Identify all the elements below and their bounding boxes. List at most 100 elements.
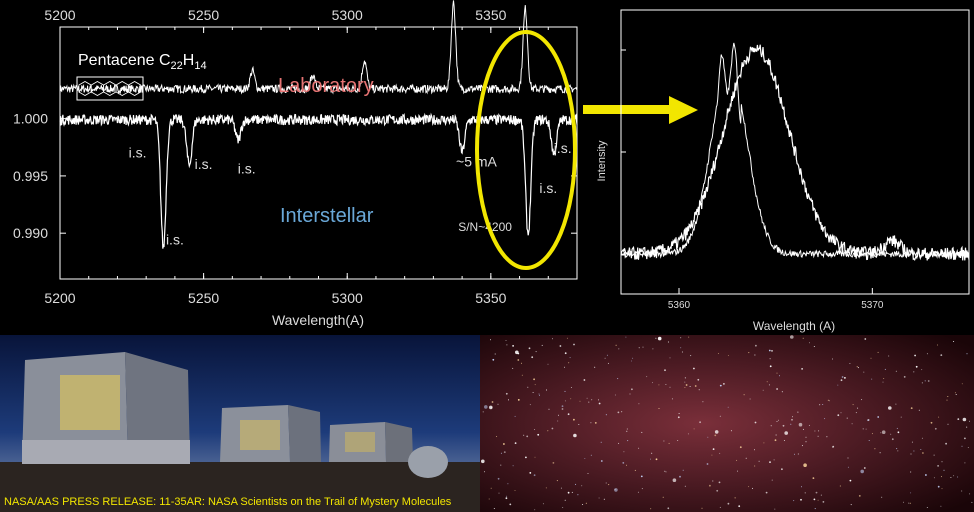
star: [766, 381, 768, 383]
star: [947, 396, 949, 397]
star: [856, 366, 858, 368]
star: [966, 353, 968, 355]
star: [790, 423, 792, 425]
star: [818, 430, 820, 432]
main-annotation: i.s.: [238, 161, 256, 177]
star: [941, 488, 943, 490]
star: [496, 436, 498, 437]
star: [617, 378, 619, 380]
star: [598, 497, 600, 499]
main-xtick-label-bottom: 5200: [44, 290, 75, 306]
star: [631, 388, 633, 391]
star: [896, 427, 898, 429]
star: [604, 357, 606, 359]
star: [915, 365, 918, 368]
star: [712, 480, 714, 482]
star: [492, 358, 495, 361]
star: [642, 346, 644, 348]
star: [506, 344, 508, 346]
star: [693, 367, 695, 370]
star: [626, 428, 628, 430]
star: [940, 354, 943, 356]
star: [560, 487, 562, 489]
star: [819, 404, 821, 406]
star: [861, 399, 863, 401]
star: [650, 458, 651, 460]
star: [748, 352, 750, 354]
star: [506, 495, 508, 497]
star: [863, 467, 866, 469]
star: [804, 492, 806, 494]
star: [681, 351, 683, 353]
star: [847, 457, 849, 459]
star: [663, 440, 665, 442]
star: [723, 383, 725, 385]
star: [827, 399, 829, 401]
star: [913, 371, 915, 373]
star: [551, 427, 554, 430]
star: [734, 497, 736, 499]
star: [706, 463, 709, 465]
star: [688, 336, 690, 338]
star: [618, 442, 620, 444]
star: [537, 433, 540, 436]
star: [860, 469, 864, 474]
star: [745, 457, 747, 459]
star: [484, 405, 488, 409]
star: [911, 441, 913, 443]
star: [877, 351, 879, 353]
star: [533, 378, 535, 381]
main-annotation: S/N~4200: [458, 220, 512, 234]
star: [774, 508, 776, 510]
star: [768, 349, 771, 352]
benzene-ring: [128, 81, 142, 96]
star: [933, 477, 935, 479]
star: [712, 448, 715, 450]
star: [783, 440, 785, 441]
star: [910, 471, 912, 473]
star: [539, 394, 540, 396]
star: [655, 337, 657, 339]
star: [857, 367, 859, 369]
interstellar-legend-label: Interstellar: [280, 205, 374, 227]
star: [961, 445, 963, 447]
star: [846, 417, 848, 419]
star: [954, 392, 956, 394]
star: [803, 463, 807, 468]
star: [762, 389, 764, 391]
star: [517, 359, 520, 361]
inset-ylabel: Intensity: [596, 140, 608, 181]
star: [517, 352, 520, 355]
star: [662, 496, 664, 498]
star: [802, 428, 804, 430]
star: [776, 388, 778, 390]
star: [776, 421, 778, 422]
star: [867, 419, 869, 422]
star: [652, 348, 654, 350]
star: [910, 407, 913, 409]
star: [497, 403, 499, 405]
star: [677, 416, 680, 419]
star: [716, 489, 719, 492]
star: [864, 338, 867, 340]
star: [840, 379, 843, 382]
molecule-sub1: 22: [171, 60, 183, 72]
star: [585, 502, 587, 504]
star: [849, 479, 852, 482]
star: [669, 386, 671, 388]
star: [769, 365, 772, 368]
star: [971, 501, 973, 503]
molecule-mid: H: [183, 52, 195, 69]
zoom-arrow: [583, 96, 698, 124]
star: [503, 443, 505, 445]
star: [930, 421, 933, 424]
star: [568, 362, 570, 364]
star: [961, 383, 963, 385]
star: [855, 412, 857, 414]
star: [781, 391, 783, 393]
star: [900, 416, 902, 418]
star: [699, 421, 701, 424]
star: [637, 491, 639, 493]
star: [497, 477, 500, 480]
star: [709, 484, 711, 487]
